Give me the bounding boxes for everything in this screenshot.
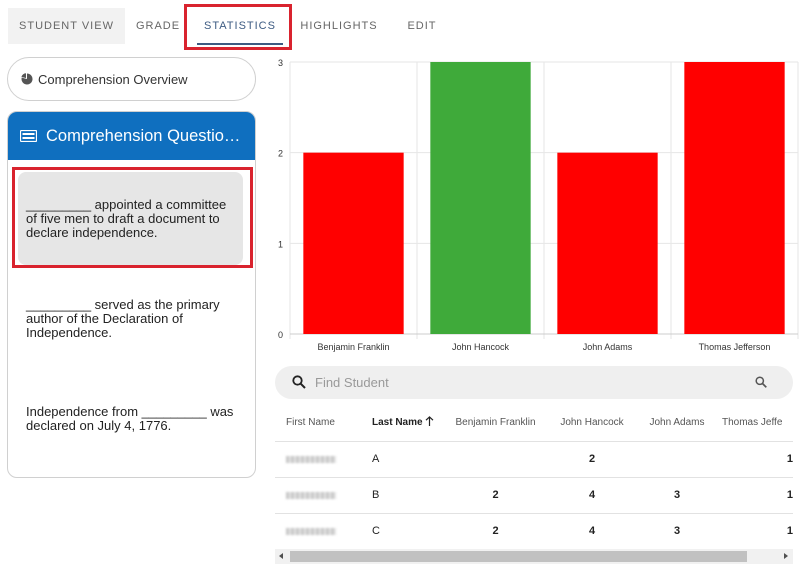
students-table-container: First Name Last Name Benjamin Franklin J… [275,404,793,549]
comprehension-questions-header[interactable]: Comprehension Questio… [8,112,255,160]
question-item-3[interactable]: Independence from _________ was declared… [18,405,243,433]
question-text: _________ appointed a committee of five … [26,197,227,240]
comprehension-overview-button[interactable]: Comprehension Overview [7,57,256,101]
card-icon [20,130,37,142]
x-tick-label: Thomas Jefferson [699,342,771,352]
find-student-search [275,366,793,399]
column-header-last-name[interactable]: Last Name [361,404,447,442]
highlight-box-statistics-tab [184,4,292,50]
question-text: _________ served as the primary author o… [26,297,220,340]
bar-benjamin-franklin [303,152,404,334]
scroll-left-arrow-icon[interactable] [279,553,283,559]
x-tick-label: Benjamin Franklin [317,342,389,352]
table-horizontal-scrollbar[interactable] [275,549,793,564]
redacted-name [286,455,336,463]
question-item-1[interactable]: _________ appointed a committee of five … [18,172,243,265]
redacted-name [286,491,336,499]
x-tick-label: John Adams [583,342,633,352]
column-header-first-name[interactable]: First Name [275,404,361,442]
pie-chart-icon [21,73,33,85]
scroll-right-arrow-icon[interactable] [784,553,788,559]
john-hancock-cell: 4 [544,513,640,549]
john-hancock-cell: 2 [544,441,640,478]
y-tick-label: 1 [278,239,283,249]
bar-thomas-jefferson [684,62,785,334]
john-adams-cell [640,441,714,478]
find-student-input[interactable] [315,372,735,393]
thomas-jefferson-cell: 1 [714,441,793,478]
search-icon [292,375,306,389]
y-tick-label: 0 [278,330,283,340]
first-name-cell [275,441,361,478]
bar-john-hancock [430,62,531,334]
statistics-bar-chart: 0 1 2 3 Benjamin Franklin John Hancock John Ad… [270,55,800,355]
column-header-benjamin-franklin[interactable]: Benjamin Franklin [447,404,544,442]
first-name-cell [275,513,361,549]
y-tick-label: 2 [278,149,283,159]
comprehension-questions-title: Comprehension Questio… [46,126,241,145]
last-name-cell: B [361,477,447,514]
x-tick-label: John Hancock [452,342,510,352]
y-tick-label: 3 [278,58,283,68]
column-header-last-name-label: Last Name [372,417,423,429]
last-name-cell: A [361,441,447,478]
table-row[interactable]: A 2 1 [275,441,793,478]
table-header-row: First Name Last Name Benjamin Franklin J… [275,404,793,442]
scrollbar-thumb[interactable] [290,551,747,562]
bar-john-adams [557,152,658,334]
last-name-cell: C [361,513,447,549]
column-header-john-hancock[interactable]: John Hancock [544,404,640,442]
comprehension-questions-panel: Comprehension Questio… _________ appoint… [7,111,256,478]
question-item-2[interactable]: _________ served as the primary author o… [18,298,243,340]
benjamin-franklin-cell [447,441,544,478]
benjamin-franklin-cell: 2 [447,477,544,514]
tab-edit[interactable]: EDIT [407,20,437,32]
sort-ascending-icon [425,416,433,427]
highlight-box-question-1 [12,167,253,268]
search-submit-icon[interactable] [755,376,767,388]
first-name-cell [275,477,361,514]
table-row[interactable]: C 2 4 3 1 [275,513,793,549]
tab-bar: STUDENT VIEW GRADE STATISTICS HIGHLIGHTS… [8,8,455,45]
redacted-name [286,527,336,535]
chart-svg: 0 1 2 3 Benjamin Franklin John Hancock John Ad… [278,58,799,352]
tab-highlights[interactable]: HIGHLIGHTS [300,20,378,32]
comprehension-overview-label: Comprehension Overview [38,71,188,87]
john-hancock-cell: 4 [544,477,640,514]
benjamin-franklin-cell: 2 [447,513,544,549]
john-adams-cell: 3 [640,477,714,514]
question-text: Independence from _________ was declared… [26,404,234,433]
students-table: First Name Last Name Benjamin Franklin J… [275,404,793,549]
john-adams-cell: 3 [640,513,714,549]
column-header-john-adams[interactable]: John Adams [640,404,714,442]
tab-grade[interactable]: GRADE [135,20,181,32]
thomas-jefferson-cell: 1 [714,477,793,514]
tab-student-view[interactable]: STUDENT VIEW [8,8,125,44]
tab-statistics[interactable]: STATISTICS [191,8,289,45]
table-row[interactable]: B 2 4 3 1 [275,477,793,514]
thomas-jefferson-cell: 1 [714,513,793,549]
column-header-thomas-jefferson[interactable]: Thomas Jeffe [714,404,793,442]
